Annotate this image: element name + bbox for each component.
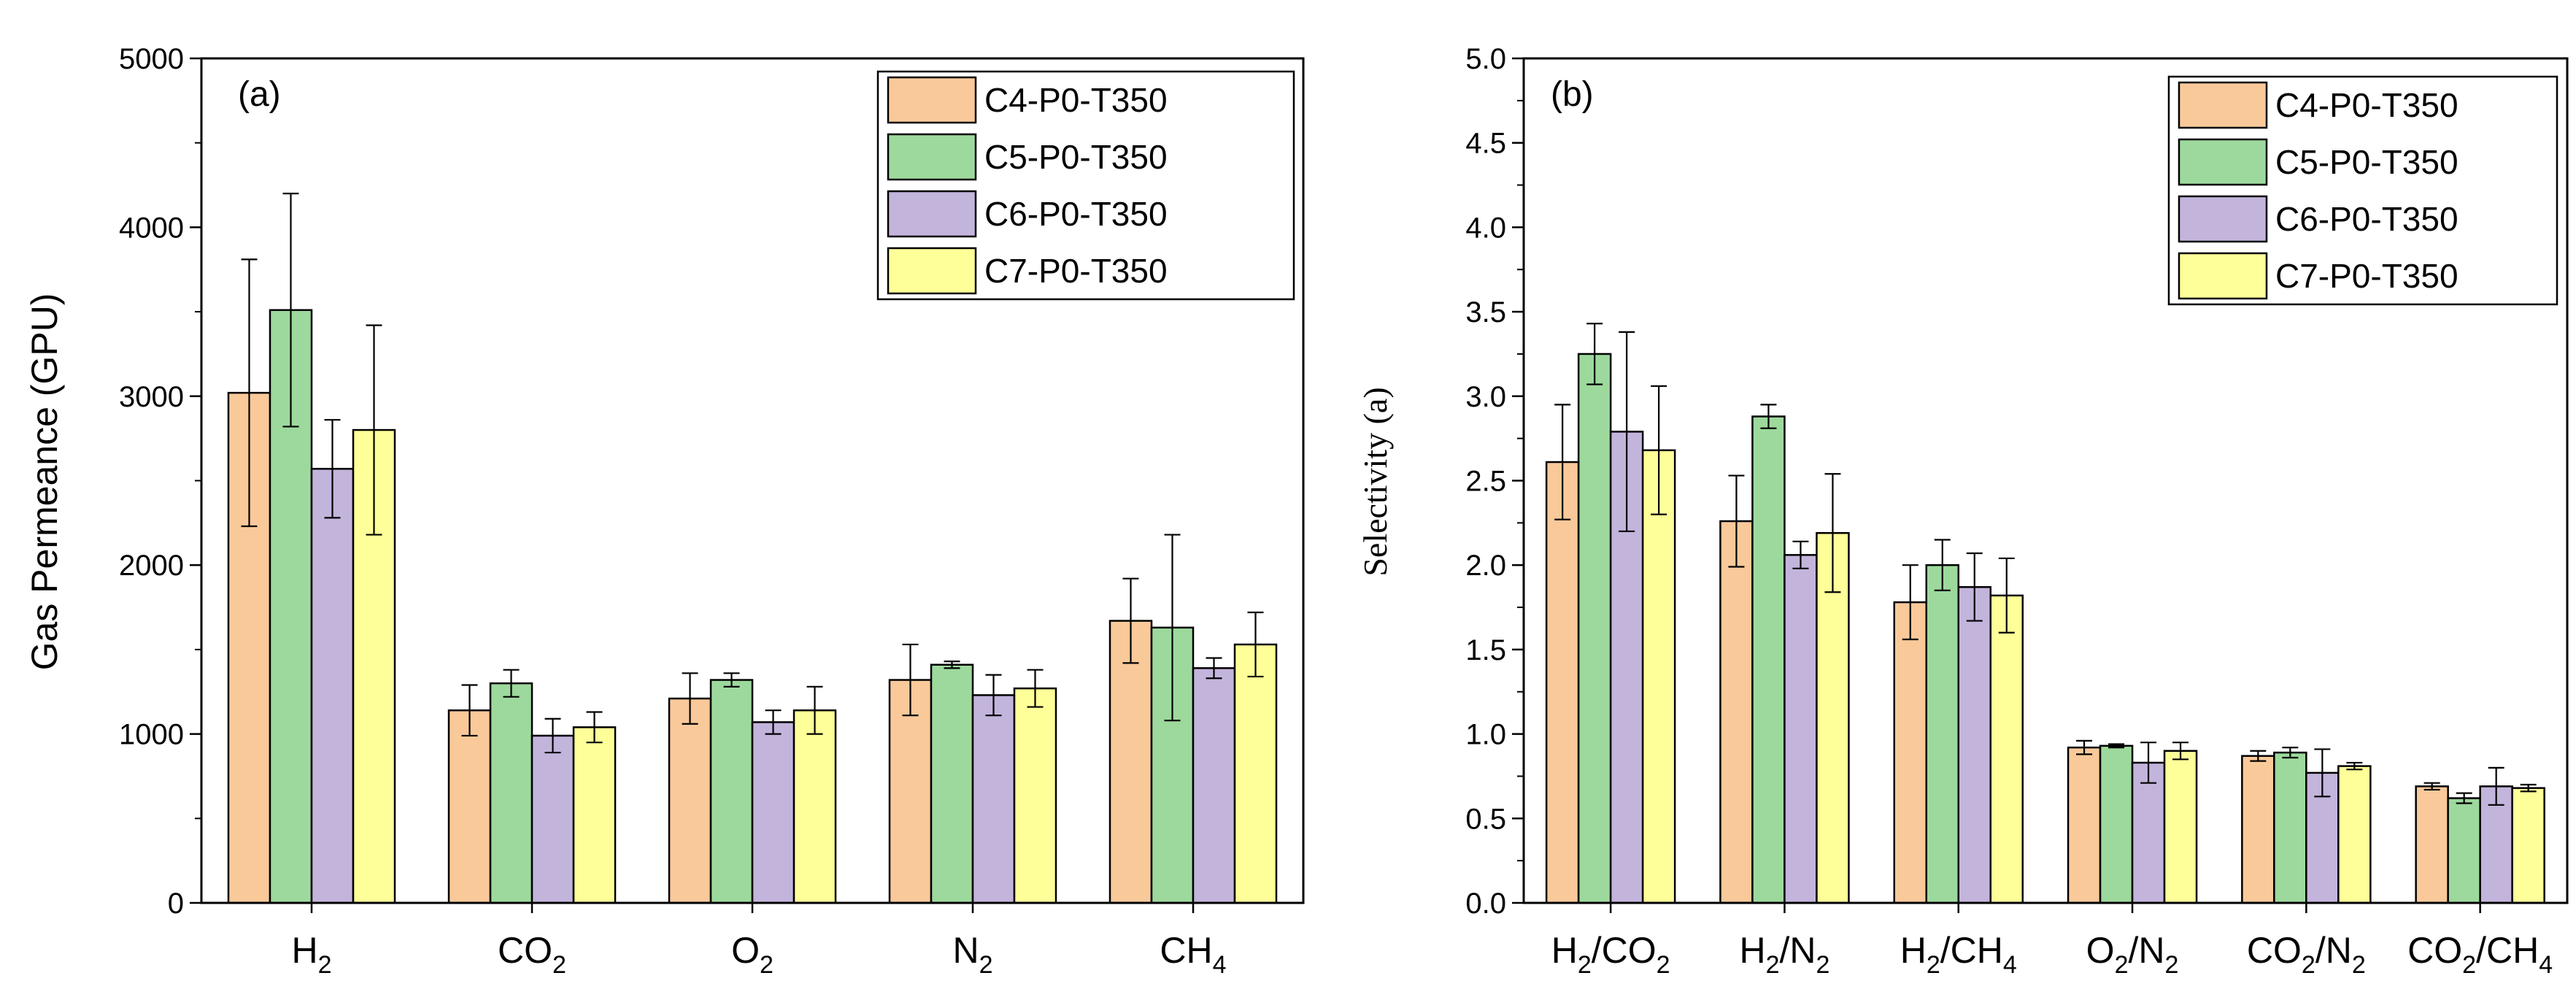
bar-C7-P0-T350-H2/CO2 [1641,449,1676,904]
bar-C4-P0-T350-CH4 [1108,620,1153,904]
bar-C5-P0-T350-O2 [709,679,754,904]
x-tick-label: N2 [952,930,992,979]
x-tick-label: H2 [291,930,331,979]
legend-swatch-C5-P0-T350 [887,133,977,181]
bar-C4-P0-T350-O2 [668,697,712,904]
y-tick-label: 1.5 [1465,634,1506,666]
bar-C6-P0-T350-H2/CH4 [1957,586,1991,904]
bar-C6-P0-T350-O2 [751,721,795,904]
bar-C6-P0-T350-H2/N2 [1783,554,1818,904]
bar-C6-P0-T350-N2 [971,694,1016,904]
x-tick-label: CH4 [1160,930,1226,979]
bar-C4-P0-T350-CO2 [447,709,492,904]
legend-swatch-C6-P0-T350 [887,190,977,238]
bar-C7-P0-T350-O2/N2 [2163,750,2198,904]
y-tick-label: 0.0 [1465,888,1506,920]
bar-C4-P0-T350-O2/N2 [2067,746,2102,904]
y-tick-label: 3.5 [1465,296,1506,328]
bar-C5-P0-T350-H2/CH4 [1925,563,1959,904]
bar-C4-P0-T350-CO2/N2 [2241,755,2275,904]
legend-swatch-C7-P0-T350 [2178,252,2268,300]
bar-C7-P0-T350-CO2/CH4 [2511,787,2545,904]
legend-swatch-C7-P0-T350 [887,247,977,295]
x-tick-label: CO2/N2 [2247,930,2366,979]
bar-C4-P0-T350-CO2/CH4 [2415,785,2449,904]
bar-C5-P0-T350-O2/N2 [2099,745,2134,904]
y-tick-label: 2.5 [1465,466,1506,498]
bar-C7-P0-T350-CO2 [572,726,617,904]
y-tick-label: 2000 [119,550,184,582]
bar-C7-P0-T350-H2/N2 [1816,531,1850,904]
bar-C4-P0-T350-H2/CH4 [1893,601,1927,904]
y-axis-label: Gas Permeance (GPU) [24,293,65,671]
x-tick-label: H2/CH4 [1900,930,2017,979]
bar-C7-P0-T350-O2 [793,709,837,904]
x-tick-label: CO2 [498,930,566,979]
bar-C5-P0-T350-CO2/CH4 [2447,797,2481,904]
y-tick-label: 2.0 [1465,550,1506,582]
legend-label: C7-P0-T350 [2275,257,2459,295]
y-tick-label: 5000 [119,43,184,75]
bar-C7-P0-T350-N2 [1013,687,1057,904]
bar-C4-P0-T350-H2/CO2 [1545,461,1580,904]
x-tick-label: O2/N2 [2086,930,2179,979]
legend-label: C7-P0-T350 [984,252,1168,290]
x-tick-label: H2/CO2 [1551,930,1670,979]
y-tick-label: 4.5 [1465,128,1506,160]
y-tick-label: 5.0 [1465,43,1506,75]
bar-C7-P0-T350-CO2/N2 [2337,765,2372,904]
legend-swatch-C4-P0-T350 [887,76,977,124]
bar-C5-P0-T350-CO2/N2 [2273,751,2307,904]
bar-C6-P0-T350-CO2 [531,734,575,904]
panel-label: (b) [1551,75,1594,114]
legend-label: C5-P0-T350 [2275,143,2459,181]
bar-C7-P0-T350-H2/CH4 [1989,594,2024,904]
bar-C5-P0-T350-N2 [930,663,974,904]
y-tick-label: 4.0 [1465,212,1506,244]
bar-C5-P0-T350-CO2 [489,682,533,904]
x-tick-label: CO2/CH4 [2407,930,2553,979]
y-tick-label: 3000 [119,381,184,413]
x-tick-label: O2 [731,930,774,979]
legend-label: C6-P0-T350 [2275,200,2459,238]
panel-a-gas-permeance-chart: H2 CO2 O2 N2 CH4 0 1000 2000 3000 4000 5000 Gas Per… [24,43,1305,979]
legend-label: C4-P0-T350 [2275,86,2459,124]
legend-swatch-C4-P0-T350 [2178,81,2268,129]
legend-label: C6-P0-T350 [984,195,1168,233]
x-tick-label: H2/N2 [1739,930,1829,979]
legend-label: C5-P0-T350 [984,138,1168,176]
legend-label: C4-P0-T350 [984,81,1168,119]
bar-C6-P0-T350-H2 [310,468,355,904]
bar-C5-P0-T350-H2/CO2 [1577,353,1612,904]
y-axis-label: Selectivity (a) [1357,387,1394,576]
y-tick-label: 3.0 [1465,381,1506,413]
bar-C6-P0-T350-CH4 [1192,667,1236,904]
y-tick-label: 0 [168,888,184,920]
bar-C7-P0-T350-CH4 [1233,643,1278,904]
y-tick-label: 1000 [119,719,184,751]
panel-b-selectivity-chart: H2/CO2 H2/N2 H2/CH4 O2/N2 CO2/N2 CO2/CH4 0.0 0.… [1357,43,2569,979]
bar-C5-P0-T350-H2/N2 [1751,415,1786,904]
y-tick-label: 1.0 [1465,719,1506,751]
y-tick-label: 4000 [119,212,184,244]
panel-label: (a) [238,75,281,114]
bar-C4-P0-T350-H2/N2 [1719,520,1754,904]
legend-swatch-C6-P0-T350 [2178,195,2268,243]
y-tick-label: 0.5 [1465,803,1506,835]
legend-swatch-C5-P0-T350 [2178,138,2268,186]
